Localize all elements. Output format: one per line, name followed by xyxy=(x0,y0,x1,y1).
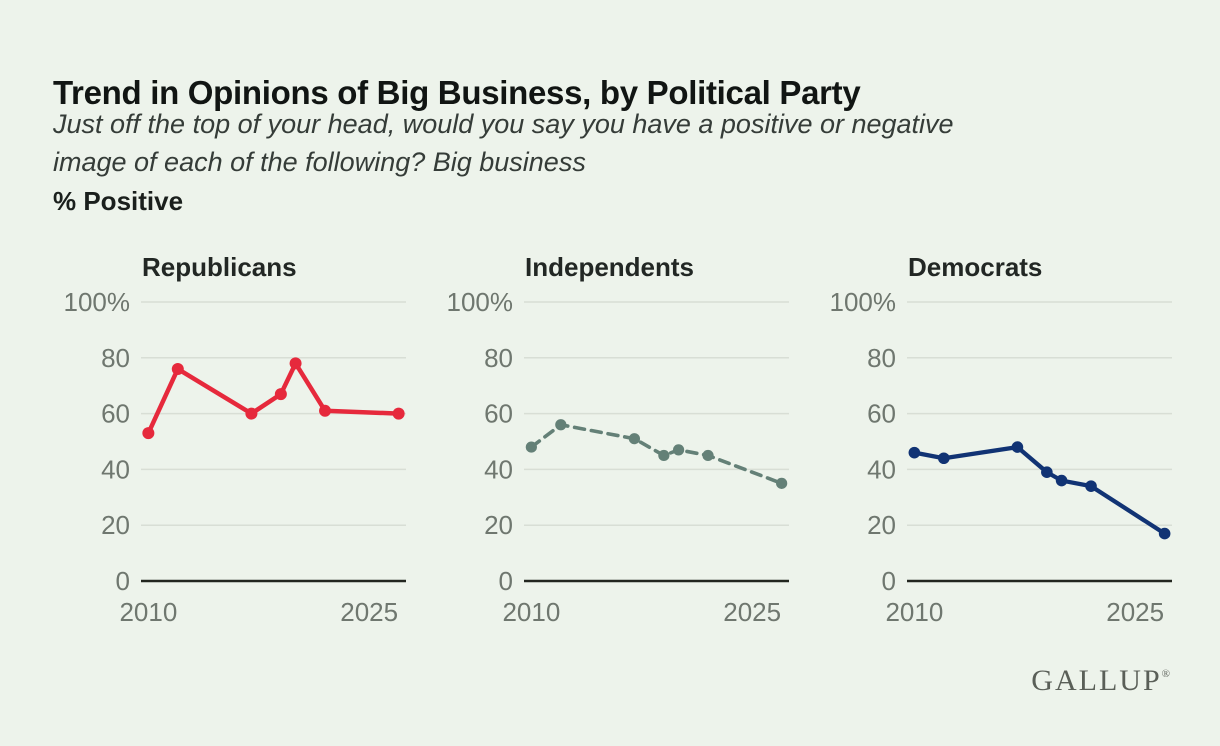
y-tick-label: 60 xyxy=(101,399,130,429)
data-point xyxy=(908,446,921,459)
data-point xyxy=(1041,466,1053,478)
panel-democrats: Democrats 100% 80 60 40 20 0 2010 2025 xyxy=(823,253,1172,631)
trend-line xyxy=(529,422,784,486)
data-point xyxy=(776,477,788,489)
x-tick-label: 2025 xyxy=(340,597,398,627)
data-point xyxy=(289,357,302,370)
data-point xyxy=(938,452,950,465)
data-point xyxy=(1158,527,1171,540)
y-tick-label: 40 xyxy=(101,454,130,484)
chart-title: Trend in Opinions of Big Business, by Po… xyxy=(53,74,861,112)
data-point xyxy=(628,433,641,445)
y-tick-label: 0 xyxy=(882,566,896,596)
y-tick-label: 80 xyxy=(484,343,513,373)
metric-label: % Positive xyxy=(53,186,184,216)
data-point xyxy=(1011,441,1024,453)
panel-title-republicans: Republicans xyxy=(142,252,297,282)
x-tick-label: 2010 xyxy=(119,597,177,627)
data-point xyxy=(525,441,537,453)
registered-trademark-icon: ® xyxy=(1161,668,1170,680)
data-point xyxy=(702,449,714,462)
chart-panels: Republicans 100% 80 60 40 20 0 2010 2025 Indepe… xyxy=(57,253,1172,631)
y-tick-label: 0 xyxy=(499,566,513,596)
data-point xyxy=(171,362,184,375)
data-point xyxy=(658,449,670,462)
trend-line xyxy=(146,361,401,436)
y-tick-label: 20 xyxy=(484,510,513,540)
data-point xyxy=(392,407,405,420)
trend-line xyxy=(912,444,1167,536)
gallup-logo: GALLUP® xyxy=(1031,664,1170,698)
x-tick-label: 2025 xyxy=(723,597,781,627)
y-tick-label: 20 xyxy=(101,510,130,540)
panel-title-democrats: Democrats xyxy=(908,252,1043,282)
data-point xyxy=(1085,480,1097,492)
y-tick-label: 80 xyxy=(101,343,130,373)
y-tick-label: 100% xyxy=(830,287,897,317)
data-point xyxy=(274,388,287,401)
gallup-logo-text: GALLUP xyxy=(1031,664,1162,697)
panel-independents: Independents 100% 80 60 40 20 0 2010 2025 xyxy=(440,253,789,631)
y-tick-label: 0 xyxy=(116,566,130,596)
x-tick-label: 2010 xyxy=(502,597,560,627)
y-tick-label: 100% xyxy=(64,287,131,317)
y-tick-label: 60 xyxy=(484,399,513,429)
data-point xyxy=(672,444,685,456)
data-point xyxy=(555,419,567,431)
data-point xyxy=(245,407,258,420)
y-tick-label: 100% xyxy=(447,287,514,317)
x-tick-label: 2010 xyxy=(885,597,943,627)
chart-subtitle-line2: image of each of the following? Big busi… xyxy=(53,147,586,177)
data-point xyxy=(142,427,155,440)
x-tick-label: 2025 xyxy=(1106,597,1164,627)
y-tick-label: 40 xyxy=(484,454,513,484)
data-point xyxy=(319,404,332,417)
panel-republicans: Republicans 100% 80 60 40 20 0 2010 2025 xyxy=(57,253,406,631)
y-tick-label: 60 xyxy=(867,399,896,429)
chart-subtitle-line1: Just off the top of your head, would you… xyxy=(53,109,954,139)
y-tick-label: 40 xyxy=(867,454,896,484)
data-point xyxy=(1055,474,1068,487)
y-tick-label: 20 xyxy=(867,510,896,540)
chart-subtitle: Just off the top of your head, would you… xyxy=(53,105,954,181)
panel-title-independents: Independents xyxy=(525,252,695,282)
y-tick-label: 80 xyxy=(867,343,896,373)
